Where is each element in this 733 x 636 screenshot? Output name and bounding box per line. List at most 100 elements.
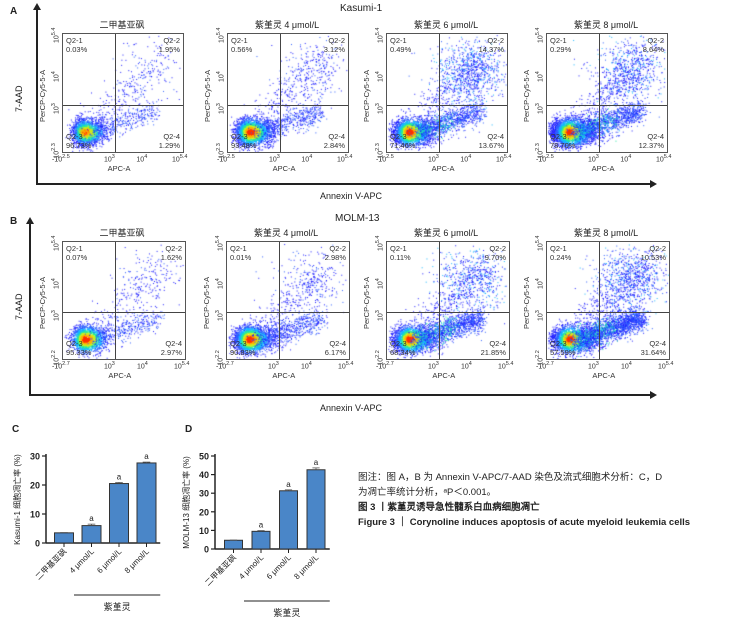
caption-figure-en: Figure 3 ｜ Corynoline induces apoptosis … bbox=[358, 517, 691, 528]
tick-exponent: 5.4 bbox=[344, 154, 353, 160]
quadrant-name: Q2-2 bbox=[165, 244, 182, 253]
y-tick-label: 104 bbox=[535, 278, 545, 290]
quadrant-gate-vertical bbox=[599, 34, 600, 152]
quadrant-gate-vertical bbox=[599, 242, 600, 359]
flow-plot: Q2-1 0.01% Q2-2 2.98% Q2-3 90.83% Q2-4 6.17% bbox=[226, 241, 350, 360]
y-tick-label: 103 bbox=[51, 310, 61, 321]
plot-title: 紫堇灵 6 μmol/L bbox=[413, 20, 479, 30]
tick-exponent: 4 bbox=[51, 71, 57, 75]
flow-plot: Q2-1 0.49% Q2-2 14.37% Q2-3 71.46% Q2-4 13.67% bbox=[386, 33, 508, 153]
quadrant-value: 12.37% bbox=[638, 141, 664, 150]
x-tick-label: 6 μmol/L bbox=[265, 553, 294, 582]
plot-title: 紫堇灵 8 μmol/L bbox=[573, 228, 639, 238]
y-tick-label: 105.4 bbox=[375, 27, 385, 43]
dot-density bbox=[63, 34, 183, 152]
y-tick-label: 103 bbox=[51, 103, 61, 114]
quadrant-value: 68.34% bbox=[390, 348, 416, 357]
quadrant-gate-vertical bbox=[280, 34, 281, 152]
y-tick-label: 0 bbox=[204, 545, 209, 555]
quadrant-name: Q2-1 bbox=[230, 244, 247, 253]
y-tick-label: 20 bbox=[199, 507, 209, 517]
y-tick-label: 104 bbox=[375, 278, 385, 290]
y-tick-label: 105.4 bbox=[375, 235, 385, 251]
quadrant-value: 95.33% bbox=[66, 348, 92, 357]
x-tick-label: 104 bbox=[136, 361, 148, 371]
tick-exponent: 5.4 bbox=[535, 27, 541, 36]
panel-a-letter: A bbox=[10, 6, 18, 17]
quadrant-name: Q2-1 bbox=[66, 244, 83, 253]
panel-a-x-arrow-icon bbox=[650, 180, 657, 188]
quadrant-value: 0.29% bbox=[550, 45, 572, 54]
quadrant-name: Q2-4 bbox=[328, 132, 345, 141]
quadrant-value: 2.97% bbox=[160, 348, 182, 357]
tick-exponent: 5.4 bbox=[51, 235, 57, 244]
panel-d-letter: D bbox=[185, 424, 193, 435]
quadrant-name: Q2-3 bbox=[66, 339, 83, 348]
y-tick-label: -102.2 bbox=[215, 350, 225, 368]
quadrant-value: 93.48% bbox=[231, 141, 257, 150]
y-tick-label: 104 bbox=[535, 71, 545, 83]
tick-exponent: 4 bbox=[375, 71, 381, 75]
x-tick-label: 104 bbox=[620, 154, 632, 164]
panel-a-x-label: Annexin V-APC bbox=[320, 191, 383, 201]
y-tick-label: 30 bbox=[199, 489, 209, 499]
tick-exponent: 3 bbox=[216, 103, 222, 107]
tick-exponent: 4 bbox=[468, 154, 472, 160]
panel-b-x-label: Annexin V-APC bbox=[320, 403, 383, 413]
plot-title: 紫堇灵 6 μmol/L bbox=[413, 228, 479, 238]
x-tick-label: 103 bbox=[428, 361, 439, 371]
quadrant-label-q2-1: Q2-1 0.24% bbox=[550, 244, 571, 262]
quadrant-value: 78.70% bbox=[550, 141, 576, 150]
x-tick-label: 103 bbox=[104, 361, 115, 371]
x-tick-label: 103 bbox=[104, 154, 115, 164]
panel-b-y-label: 7-AAD bbox=[14, 293, 24, 320]
quadrant-value: 6.17% bbox=[324, 348, 346, 357]
quadrant-name: Q2-4 bbox=[329, 339, 346, 348]
tick-exponent: 3 bbox=[51, 310, 57, 314]
dot-density bbox=[227, 242, 349, 359]
quadrant-name: Q2-4 bbox=[647, 132, 664, 141]
x-tick-label: 103 bbox=[588, 361, 599, 371]
quadrant-name: Q2-3 bbox=[231, 132, 248, 141]
dot-density bbox=[63, 242, 185, 359]
quadrant-label-q2-4: Q2-4 2.97% bbox=[161, 339, 182, 357]
x-tick-label: 103 bbox=[268, 361, 279, 371]
quadrant-value: 1.29% bbox=[158, 141, 180, 150]
quadrant-label-q2-3: Q2-3 71.46% bbox=[390, 132, 415, 150]
quadrant-name: Q2-4 bbox=[489, 339, 506, 348]
significance-label: a bbox=[144, 452, 149, 461]
quadrant-gate-vertical bbox=[439, 242, 440, 359]
x-tick-label: 104 bbox=[300, 361, 312, 371]
quadrant-name: Q2-1 bbox=[390, 36, 407, 45]
tick-exponent: 5.4 bbox=[181, 361, 190, 367]
x-tick-label: 105.4 bbox=[498, 361, 514, 371]
quadrant-gate-vertical bbox=[115, 242, 116, 359]
y-tick-label: 103 bbox=[375, 103, 385, 114]
tick-exponent: 2.7 bbox=[386, 361, 394, 367]
quadrant-value: 13.67% bbox=[478, 141, 504, 150]
caption-figure-cn: 图 3 丨紫堇灵诱导急性髓系白血病细胞凋亡 bbox=[358, 502, 540, 513]
quadrant-name: Q2-1 bbox=[66, 36, 83, 45]
quadrant-label-q2-1: Q2-1 0.56% bbox=[231, 36, 252, 54]
quadrant-gate-vertical bbox=[279, 242, 280, 359]
quadrant-label-q2-2: Q2-2 14.37% bbox=[479, 36, 504, 54]
x-tick-label: -102.5 bbox=[376, 154, 394, 164]
significance-label: a bbox=[314, 458, 319, 467]
x-tick-label: 104 bbox=[460, 154, 472, 164]
x-tick-label: 105.4 bbox=[172, 154, 188, 164]
tick-exponent: 4 bbox=[535, 71, 541, 75]
tick-exponent: 5.4 bbox=[503, 154, 512, 160]
tick-exponent: 5.4 bbox=[215, 235, 221, 244]
plot-title: 紫堇灵 4 μmol/L bbox=[253, 228, 319, 238]
x-tick-label: 105.4 bbox=[496, 154, 512, 164]
y-tick-label: 105.4 bbox=[535, 235, 545, 251]
quadrant-name: Q2-4 bbox=[163, 132, 180, 141]
quadrant-value: 96.73% bbox=[66, 141, 92, 150]
flow-plot: Q2-1 0.24% Q2-2 10.53% Q2-3 57.59% Q2-4 31.64% bbox=[546, 241, 670, 360]
tick-exponent: 2.3 bbox=[216, 143, 222, 151]
quadrant-label-q2-3: Q2-3 57.59% bbox=[550, 339, 575, 357]
quadrant-name: Q2-3 bbox=[230, 339, 247, 348]
quadrant-name: Q2-4 bbox=[487, 132, 504, 141]
caption-note-line2: 为凋亡率统计分析，ᵃP＜0.001。 bbox=[358, 487, 497, 498]
tick-exponent: 2.2 bbox=[535, 350, 541, 358]
